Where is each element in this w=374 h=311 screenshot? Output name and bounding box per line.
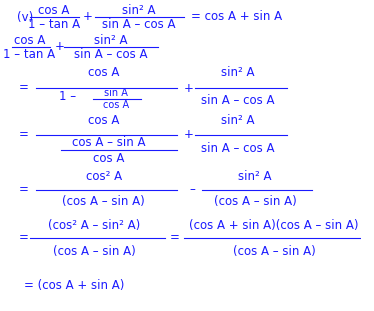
Text: (cos A – sin A): (cos A – sin A): [53, 244, 136, 258]
Text: sin² A: sin² A: [238, 170, 272, 183]
Text: (cos A – sin A): (cos A – sin A): [62, 196, 145, 208]
Text: sin² A: sin² A: [221, 67, 255, 80]
Text: =: =: [19, 128, 29, 142]
Text: cos A: cos A: [88, 67, 119, 80]
Text: 1 –: 1 –: [59, 91, 76, 104]
Text: sin A – cos A: sin A – cos A: [102, 17, 175, 30]
Text: cos A: cos A: [88, 114, 119, 127]
Text: (cos A – sin A): (cos A – sin A): [214, 196, 297, 208]
Text: sin² A: sin² A: [94, 35, 127, 48]
Text: sin² A: sin² A: [221, 114, 255, 127]
Text: cos A: cos A: [103, 100, 129, 110]
Text: sin A – cos A: sin A – cos A: [74, 48, 147, 61]
Text: = cos A + sin A: = cos A + sin A: [191, 11, 282, 24]
Text: +: +: [55, 40, 65, 53]
Text: +: +: [183, 81, 193, 95]
Text: =: =: [19, 81, 29, 95]
Text: cos A: cos A: [93, 152, 124, 165]
Text: 1 – tan A: 1 – tan A: [28, 17, 80, 30]
Text: +: +: [83, 11, 93, 24]
Text: (cos A + sin A)(cos A – sin A): (cos A + sin A)(cos A – sin A): [189, 219, 359, 231]
Text: cos A – sin A: cos A – sin A: [72, 137, 145, 150]
Text: =: =: [169, 231, 179, 244]
Text: =: =: [19, 183, 29, 197]
Text: cos² A: cos² A: [86, 170, 122, 183]
Text: (v): (v): [17, 11, 34, 24]
Text: (cos A – sin A): (cos A – sin A): [233, 244, 315, 258]
Text: (cos² A – sin² A): (cos² A – sin² A): [48, 219, 141, 231]
Text: sin A – cos A: sin A – cos A: [202, 94, 275, 106]
Text: sin A – cos A: sin A – cos A: [202, 142, 275, 155]
Text: = (cos A + sin A): = (cos A + sin A): [24, 278, 124, 291]
Text: =: =: [19, 231, 29, 244]
Text: +: +: [183, 128, 193, 142]
Text: 1 – tan A: 1 – tan A: [3, 48, 56, 61]
Text: cos A: cos A: [38, 4, 70, 17]
Text: sin A: sin A: [104, 88, 128, 98]
Text: –: –: [189, 183, 195, 197]
Text: cos A: cos A: [14, 35, 45, 48]
Text: sin² A: sin² A: [122, 4, 155, 17]
